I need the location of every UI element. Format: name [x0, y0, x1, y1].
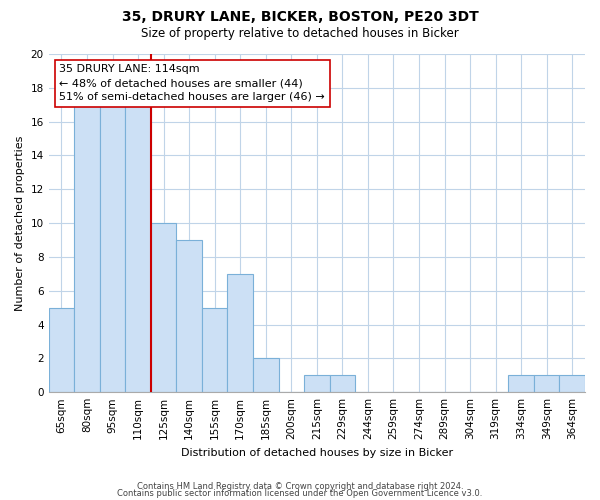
Bar: [151, 223, 176, 392]
Bar: [508, 376, 534, 392]
Bar: [49, 308, 74, 392]
Bar: [559, 376, 585, 392]
Bar: [227, 274, 253, 392]
Text: Contains HM Land Registry data © Crown copyright and database right 2024.: Contains HM Land Registry data © Crown c…: [137, 482, 463, 491]
Text: Size of property relative to detached houses in Bicker: Size of property relative to detached ho…: [141, 28, 459, 40]
Bar: [202, 308, 227, 392]
Bar: [253, 358, 278, 392]
Text: Contains public sector information licensed under the Open Government Licence v3: Contains public sector information licen…: [118, 489, 482, 498]
Bar: [176, 240, 202, 392]
Bar: [534, 376, 559, 392]
Bar: [329, 376, 355, 392]
Text: 35, DRURY LANE, BICKER, BOSTON, PE20 3DT: 35, DRURY LANE, BICKER, BOSTON, PE20 3DT: [122, 10, 478, 24]
Bar: [304, 376, 329, 392]
Bar: [100, 104, 125, 392]
Bar: [74, 104, 100, 392]
Bar: [125, 104, 151, 392]
Y-axis label: Number of detached properties: Number of detached properties: [15, 136, 25, 311]
X-axis label: Distribution of detached houses by size in Bicker: Distribution of detached houses by size …: [181, 448, 453, 458]
Text: 35 DRURY LANE: 114sqm
← 48% of detached houses are smaller (44)
51% of semi-deta: 35 DRURY LANE: 114sqm ← 48% of detached …: [59, 64, 325, 102]
